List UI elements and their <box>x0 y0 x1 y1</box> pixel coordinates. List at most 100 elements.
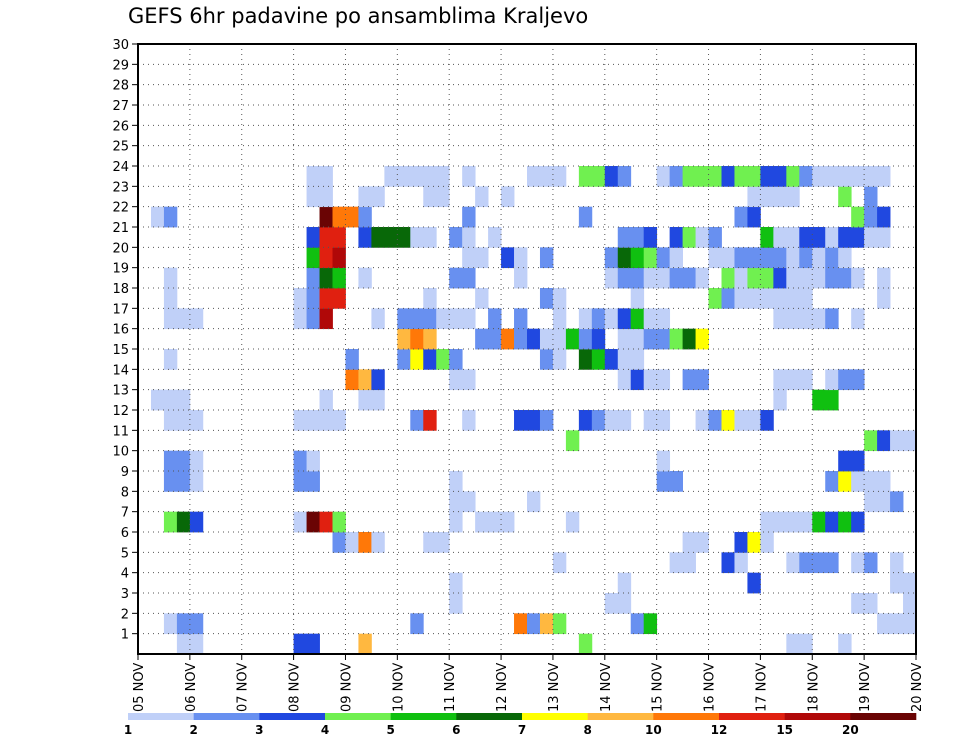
heatmap-cell <box>695 328 709 350</box>
heatmap-cell <box>708 166 722 187</box>
heatmap-cell <box>786 227 800 248</box>
heatmap-cell <box>176 308 191 330</box>
heatmap-cell <box>890 613 904 635</box>
heatmap-cell <box>747 532 761 553</box>
heatmap-cell <box>293 450 307 472</box>
y-tick-label: 29 <box>112 58 129 73</box>
heatmap-cell <box>527 166 541 187</box>
heatmap-cell <box>864 166 878 187</box>
heatmap-cell <box>864 227 878 248</box>
heatmap-cell <box>799 369 813 391</box>
x-tick-label: 18 NOV <box>806 663 821 712</box>
heatmap-cell <box>293 511 307 533</box>
heatmap-cell <box>462 206 476 228</box>
heatmap-cell <box>358 389 372 411</box>
heatmap-cell <box>293 633 307 655</box>
heatmap-cell <box>773 389 787 411</box>
heatmap-cell <box>306 186 320 208</box>
heatmap-cell <box>760 227 774 248</box>
heatmap-cell <box>565 328 580 350</box>
heatmap-cell <box>604 267 619 289</box>
heatmap-cell <box>591 308 606 330</box>
heatmap-cell <box>890 491 904 513</box>
heatmap-cell <box>176 613 191 635</box>
colorbar-swatch <box>193 713 260 720</box>
heatmap-cell <box>734 552 748 574</box>
heatmap-cell <box>617 247 632 269</box>
heatmap-cell <box>539 328 554 350</box>
heatmap-cell <box>877 288 891 309</box>
heatmap-cell <box>410 227 424 248</box>
heatmap-cell <box>864 593 878 614</box>
heatmap-cell <box>838 633 852 655</box>
grid-lines <box>138 44 916 654</box>
heatmap-cell <box>306 166 320 187</box>
heatmap-cell <box>552 328 567 350</box>
heatmap-cell <box>163 613 178 635</box>
heatmap-cell <box>786 552 800 574</box>
heatmap-cell <box>643 247 658 269</box>
heatmap-cell <box>319 206 333 228</box>
heatmap-cell <box>773 267 787 289</box>
x-tick-label: 08 NOV <box>288 663 303 712</box>
heatmap-cell <box>682 552 696 574</box>
heatmap-cell <box>358 227 372 248</box>
y-tick-label: 2 <box>121 607 129 622</box>
heatmap-cell <box>773 511 787 533</box>
heatmap-cell <box>630 369 645 391</box>
heatmap-cell <box>799 308 813 330</box>
heatmap-cell <box>449 471 463 492</box>
heatmap-cell <box>877 206 891 228</box>
colorbar-swatch <box>784 713 851 720</box>
heatmap-cell <box>656 450 671 472</box>
y-tick-label: 8 <box>121 485 129 500</box>
heatmap-cell <box>812 166 826 187</box>
heatmap-cell <box>332 227 346 248</box>
heatmap-cell <box>825 166 839 187</box>
heatmap-cell <box>604 410 619 431</box>
heatmap-cell <box>747 206 761 228</box>
heatmap-cell <box>371 389 385 411</box>
heatmap-cell <box>903 593 917 614</box>
heatmap-cell <box>669 267 683 289</box>
heatmap-cell <box>630 349 645 370</box>
heatmap-cell <box>760 267 774 289</box>
heatmap-cell <box>890 572 904 594</box>
x-tick-label: 12 NOV <box>495 663 510 712</box>
chart-title: GEFS 6hr padavine po ansamblima Kraljevo <box>128 4 589 28</box>
heatmap-cell <box>786 369 800 391</box>
colorbar-label: 12 <box>711 723 728 737</box>
heatmap-cell <box>319 267 333 289</box>
heatmap-cell <box>488 511 502 533</box>
heatmap-cell <box>630 267 645 289</box>
heatmap-cell <box>371 308 385 330</box>
heatmap-cell <box>475 288 489 309</box>
heatmap-cell <box>630 247 645 269</box>
x-tick-label: 17 NOV <box>754 663 769 712</box>
heatmap-cell <box>864 491 878 513</box>
heatmap-cell <box>877 166 891 187</box>
heatmap-cell <box>825 552 839 574</box>
heatmap-cell <box>617 308 632 330</box>
heatmap-cell <box>604 166 619 187</box>
y-tick-label: 13 <box>112 384 129 399</box>
heatmap-cell <box>708 410 722 431</box>
colorbar-swatch <box>522 713 588 720</box>
heatmap-cell <box>539 613 554 635</box>
heatmap-cell <box>864 430 878 452</box>
heatmap-cell <box>734 532 748 553</box>
heatmap-cell <box>669 227 683 248</box>
heatmap-cell <box>617 267 632 289</box>
heatmap-cell <box>176 511 191 533</box>
x-tick-label: 16 NOV <box>703 663 718 712</box>
heatmap-cell <box>397 328 411 350</box>
heatmap-cell <box>656 471 671 492</box>
x-tick-label: 13 NOV <box>547 663 562 712</box>
heatmap-cell <box>578 308 593 330</box>
y-tick-label: 20 <box>112 241 129 256</box>
heatmap-cell <box>669 166 683 187</box>
x-tick-label: 07 NOV <box>236 663 251 712</box>
heatmap-cell <box>760 288 774 309</box>
heatmap-cell <box>812 247 826 269</box>
heatmap-cell <box>319 186 333 208</box>
